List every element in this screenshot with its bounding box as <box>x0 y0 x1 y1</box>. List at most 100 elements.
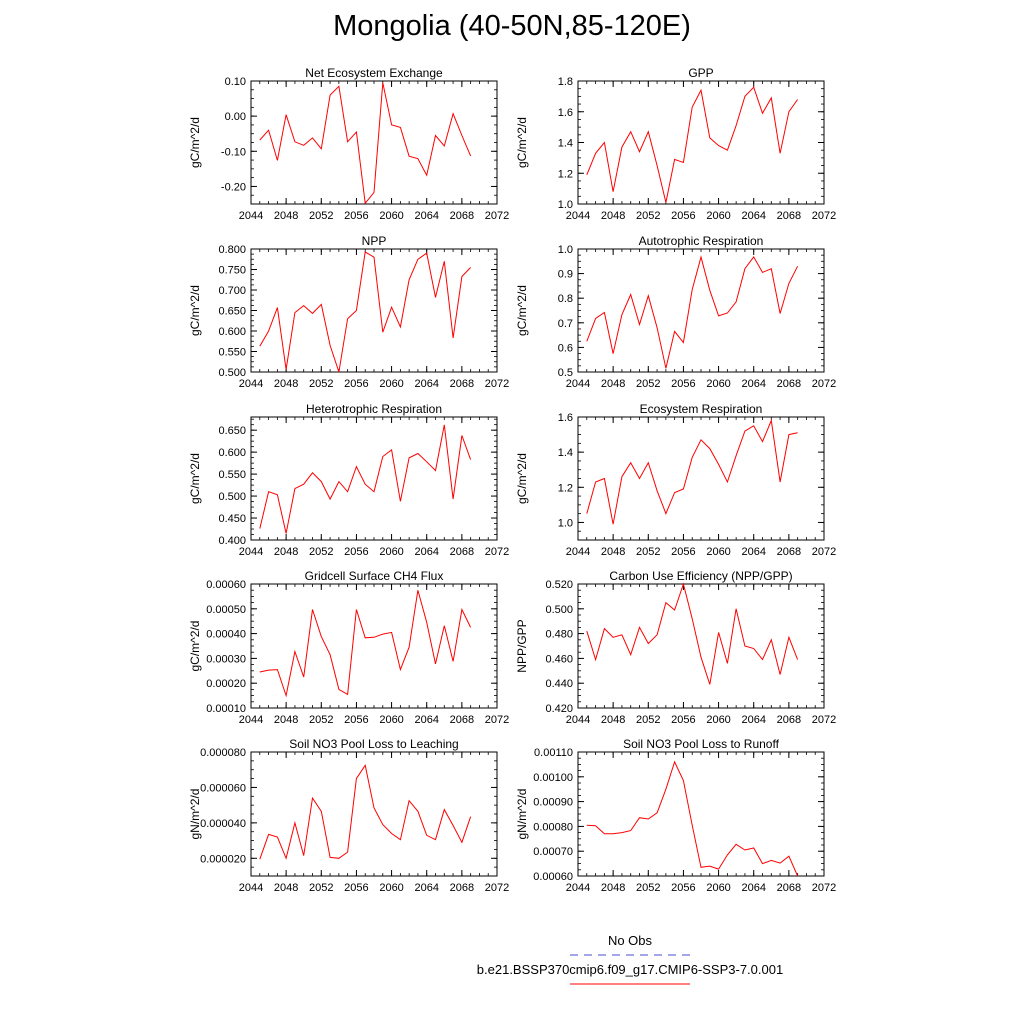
y-tick-label: 0.00080 <box>533 821 573 833</box>
x-tick-label: 2056 <box>671 210 695 222</box>
y-tick-label: 0.00110 <box>534 747 573 759</box>
x-tick-label: 2044 <box>239 882 263 894</box>
chart-title: Autotrophic Respiration <box>639 234 764 248</box>
plot-frame <box>577 80 825 205</box>
x-tick-label: 2072 <box>812 546 836 558</box>
x-tick-label: 2048 <box>601 546 625 558</box>
x-tick-label: 2048 <box>601 882 625 894</box>
x-tick-label: 2052 <box>636 378 660 390</box>
y-tick-label: 0.6 <box>558 342 573 354</box>
y-tick-label: 0.420 <box>545 703 573 715</box>
y-tick-label: 0.00070 <box>533 846 573 858</box>
x-tick-label: 2052 <box>309 714 333 726</box>
x-tick-label: 2068 <box>777 882 801 894</box>
x-tick-label: 2044 <box>239 546 263 558</box>
y-axis-label: gC/m^2/d <box>188 621 202 672</box>
y-tick-label: 1.6 <box>558 107 573 119</box>
chart-title: Net Ecosystem Exchange <box>305 66 443 80</box>
x-tick-label: 2048 <box>274 714 298 726</box>
x-tick-label: 2052 <box>636 714 660 726</box>
x-tick-label: 2064 <box>741 714 765 726</box>
chart-panel-9: Soil NO3 Pool Loss to Leaching gN/m^2/d 20… <box>188 737 509 894</box>
chart-title: Gridcell Surface CH4 Flux <box>305 569 444 583</box>
x-tick-label: 2056 <box>671 714 695 726</box>
series-line <box>586 86 799 203</box>
y-axis-label: NPP/GPP <box>515 619 529 672</box>
chart-panel-5: Heterotrophic Respiration gC/m^2/d 2044 204… <box>188 402 509 558</box>
x-tick-label: 2044 <box>566 210 590 222</box>
y-tick-label: 0.00100 <box>533 772 573 784</box>
x-tick-label: 2064 <box>414 546 438 558</box>
chart-title: Soil NO3 Pool Loss to Runoff <box>623 737 780 751</box>
x-tick-label: 2044 <box>239 714 263 726</box>
x-tick-label: 2064 <box>741 210 765 222</box>
y-tick-label: 0.750 <box>218 265 246 277</box>
x-tick-label: 2048 <box>274 210 298 222</box>
chart-panel-8: Carbon Use Efficiency (NPP/GPP) NPP/GPP 20… <box>515 569 836 726</box>
x-tick-label: 2060 <box>379 882 403 894</box>
plot-frame <box>577 248 825 373</box>
x-tick-label: 2064 <box>741 882 765 894</box>
x-tick-label: 2052 <box>309 378 333 390</box>
chart-panel-3: NPP gC/m^2/d 2044 2048 2052 2056 2060 2064 2068 2… <box>188 234 509 390</box>
x-tick-label: 2072 <box>812 210 836 222</box>
x-tick-label: 2060 <box>706 882 730 894</box>
series-line <box>586 760 799 877</box>
x-tick-label: 2052 <box>309 882 333 894</box>
y-tick-label: 0.800 <box>218 244 246 256</box>
x-tick-label: 2072 <box>485 546 509 558</box>
x-tick-label: 2052 <box>309 210 333 222</box>
y-tick-label: 0.10 <box>225 76 246 88</box>
chart-panel-6: Ecosystem Respiration gC/m^2/d 2044 2048 205… <box>515 402 836 558</box>
x-tick-label: 2052 <box>309 546 333 558</box>
y-tick-label: 1.2 <box>558 168 573 180</box>
series-line <box>586 582 799 685</box>
x-tick-label: 2044 <box>566 546 590 558</box>
page-title: Mongolia (40-50N,85-120E) <box>333 10 691 42</box>
y-tick-label: 0.500 <box>218 367 246 379</box>
series-line <box>259 764 472 860</box>
x-tick-label: 2072 <box>485 882 509 894</box>
y-tick-label: 0.450 <box>218 513 246 525</box>
y-tick-label: -0.10 <box>221 146 246 158</box>
y-tick-label: 1.0 <box>558 244 573 256</box>
x-tick-label: 2068 <box>450 378 474 390</box>
x-tick-label: 2056 <box>671 378 695 390</box>
x-tick-label: 2068 <box>777 378 801 390</box>
x-tick-label: 2044 <box>566 714 590 726</box>
x-tick-label: 2064 <box>414 210 438 222</box>
y-tick-label: 0.520 <box>545 579 573 591</box>
x-tick-label: 2056 <box>671 882 695 894</box>
y-tick-label: 0.00060 <box>533 871 573 883</box>
y-tick-label: 0.000040 <box>200 818 246 830</box>
x-tick-label: 2068 <box>777 714 801 726</box>
y-tick-label: 0.550 <box>218 347 246 359</box>
x-tick-label: 2044 <box>566 378 590 390</box>
x-tick-label: 2072 <box>485 714 509 726</box>
x-tick-label: 2052 <box>636 546 660 558</box>
y-tick-label: -0.20 <box>221 181 246 193</box>
x-tick-label: 2068 <box>450 210 474 222</box>
y-tick-label: 0.000080 <box>200 747 246 759</box>
y-tick-label: 0.500 <box>218 491 246 503</box>
x-tick-label: 2060 <box>379 378 403 390</box>
x-tick-label: 2068 <box>450 714 474 726</box>
chart-title: GPP <box>688 66 713 80</box>
chart-panel-1: Net Ecosystem Exchange gC/m^2/d 2044 2048 20… <box>188 66 509 222</box>
x-tick-label: 2060 <box>379 714 403 726</box>
y-tick-label: 0.00030 <box>206 653 246 665</box>
chart-title: NPP <box>362 234 387 248</box>
y-tick-label: 0.00060 <box>206 579 246 591</box>
x-tick-label: 2072 <box>812 378 836 390</box>
chart-panel-7: Gridcell Surface CH4 Flux gC/m^2/d 2044 204… <box>188 569 509 726</box>
chart-title: Soil NO3 Pool Loss to Leaching <box>289 737 458 751</box>
y-tick-label: 0.650 <box>218 425 246 437</box>
series-line <box>259 82 472 205</box>
y-tick-label: 0.00050 <box>206 604 246 616</box>
y-tick-label: 0.650 <box>218 306 246 318</box>
y-tick-label: 0.00020 <box>206 678 246 690</box>
plot-frame <box>250 583 498 709</box>
series-line <box>259 590 472 698</box>
plot-frame <box>577 416 825 541</box>
y-axis-label: gC/m^2/d <box>188 117 202 168</box>
